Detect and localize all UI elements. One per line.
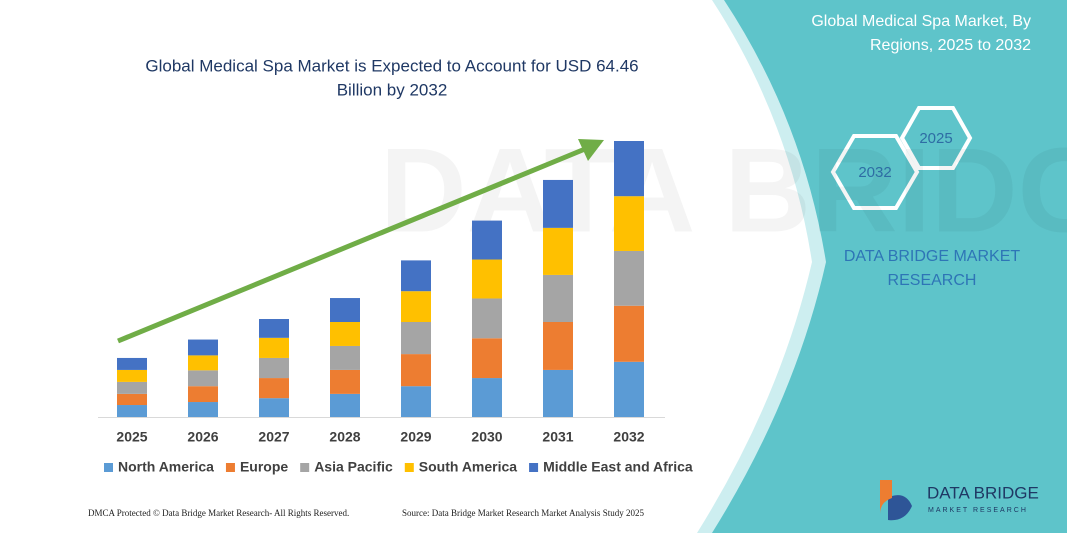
legend-swatch (225, 463, 235, 472)
bar-segment (543, 369, 573, 417)
bar-segment (614, 250, 644, 306)
bar-segment (543, 274, 573, 323)
bar-segment (543, 179, 573, 228)
bar-segment (188, 402, 218, 417)
bar-segment (330, 369, 360, 394)
bar-segment (330, 298, 360, 323)
bar-segment (259, 319, 289, 338)
x-tick-label: 2032 (613, 429, 644, 445)
bar-segment (117, 357, 147, 370)
legend-swatch (404, 463, 414, 472)
bar-segment (614, 361, 644, 417)
hexagon (830, 134, 920, 210)
bar-segment (401, 386, 431, 417)
legend-label: North America (118, 459, 214, 475)
bar-segment (259, 398, 289, 417)
x-tick-label: 2026 (187, 429, 218, 445)
x-tick-label: 2029 (400, 429, 431, 445)
bar-segment (259, 337, 289, 358)
brand-text: DATA BRIDGE MARKET (844, 248, 1021, 265)
bar-segment (543, 227, 573, 275)
footer-left: DMCA Protected © Data Bridge Market Rese… (88, 508, 349, 518)
bar-segment (614, 305, 644, 362)
bar-segment (614, 196, 644, 251)
x-tick-label: 2028 (329, 429, 360, 445)
legend-swatch (529, 463, 539, 472)
logo-name: DATA BRIDGE (927, 483, 1039, 502)
logo-icon (880, 480, 892, 514)
bar-segment (401, 291, 431, 323)
chart-title: Billion by 2032 (337, 80, 448, 99)
bar-segment (117, 369, 147, 382)
bar-segment (472, 259, 502, 299)
legend-swatch (300, 463, 310, 472)
logo-icon (888, 482, 912, 521)
panel-background (712, 0, 1067, 533)
x-tick-label: 2031 (542, 429, 573, 445)
bar-segment (543, 322, 573, 370)
bar-segment (401, 354, 431, 387)
bar-segment (472, 298, 502, 339)
bar-segment (472, 338, 502, 379)
bar-segment (614, 141, 644, 197)
panel-title: Regions, 2025 to 2032 (870, 37, 1031, 54)
bar-segment (330, 345, 360, 370)
bar-segment (330, 393, 360, 417)
bar-segment (401, 260, 431, 292)
bar-segment (330, 322, 360, 346)
bar-segment (188, 370, 218, 387)
bar-segment (401, 322, 431, 355)
x-tick-label: 2030 (471, 429, 502, 445)
bar-segment (117, 381, 147, 394)
legend-label: Middle East and Africa (543, 459, 693, 475)
bar-segment (259, 378, 289, 399)
legend-label: Europe (240, 459, 288, 475)
brand-text: RESEARCH (888, 272, 977, 289)
badge-text: 2025 (919, 130, 952, 147)
trend-arrow-head (578, 139, 604, 161)
bar-segment (188, 386, 218, 403)
x-tick-label: 2025 (116, 429, 147, 445)
panel-title: Global Medical Spa Market, By (811, 13, 1031, 30)
bar-segment (188, 355, 218, 371)
bar-segment (472, 220, 502, 260)
badge-text: 2032 (858, 164, 891, 181)
bar-segment (472, 378, 502, 417)
bar-segment (188, 339, 218, 356)
legend-swatch (104, 463, 113, 472)
legend-label: South America (419, 459, 517, 475)
footer-right: Source: Data Bridge Market Research Mark… (402, 508, 644, 518)
legend-label: Asia Pacific (314, 459, 393, 475)
chart-title: Global Medical Spa Market is Expected to… (145, 56, 638, 75)
hexagon (899, 106, 973, 170)
trend-arrow (117, 146, 586, 344)
x-tick-label: 2027 (258, 429, 289, 445)
bar-segment (259, 357, 289, 379)
logo-tagline: MARKET RESEARCH (928, 507, 1028, 514)
bar-segment (117, 393, 147, 406)
bar-segment (117, 405, 147, 417)
